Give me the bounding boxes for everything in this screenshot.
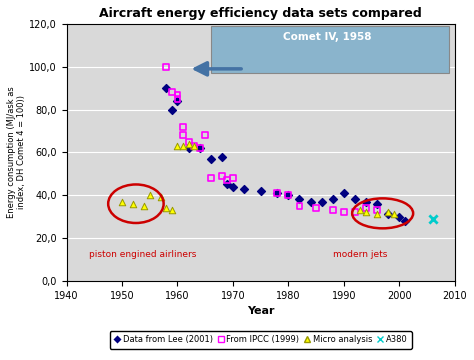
Micro analysis: [185, 141, 192, 147]
Data from Lee (2001): [173, 98, 181, 104]
Data from Lee (2001): [168, 107, 176, 112]
Legend: Data from Lee (2001), From IPCC (1999), Micro analysis, A380: Data from Lee (2001), From IPCC (1999), …: [110, 331, 411, 348]
Data from Lee (2001): [307, 199, 314, 204]
From IPCC (1999): [351, 210, 359, 215]
Data from Lee (2001): [384, 212, 392, 217]
Micro analysis: [191, 143, 198, 149]
Micro analysis: [179, 143, 187, 149]
Micro analysis: [384, 210, 392, 215]
From IPCC (1999): [312, 205, 320, 211]
Data from Lee (2001): [284, 192, 292, 198]
Micro analysis: [157, 194, 164, 200]
Title: Aircraft energy efficiency data sets compared: Aircraft energy efficiency data sets com…: [99, 7, 422, 20]
From IPCC (1999): [329, 207, 337, 213]
Text: Comet IV, 1958: Comet IV, 1958: [283, 32, 371, 42]
Micro analysis: [163, 205, 170, 211]
Micro analysis: [390, 212, 398, 217]
Micro analysis: [173, 143, 181, 149]
From IPCC (1999): [163, 64, 170, 69]
From IPCC (1999): [191, 143, 198, 149]
Data from Lee (2001): [318, 199, 326, 204]
Data from Lee (2001): [163, 85, 170, 91]
A380: [429, 216, 437, 222]
From IPCC (1999): [179, 132, 187, 138]
Data from Lee (2001): [374, 201, 381, 207]
From IPCC (1999): [362, 205, 370, 211]
Data from Lee (2001): [329, 197, 337, 202]
Micro analysis: [146, 192, 154, 198]
From IPCC (1999): [224, 177, 231, 183]
Micro analysis: [374, 212, 381, 217]
From IPCC (1999): [179, 124, 187, 130]
Data from Lee (2001): [395, 214, 403, 220]
Data from Lee (2001): [196, 145, 203, 151]
From IPCC (1999): [207, 175, 215, 181]
From IPCC (1999): [173, 92, 181, 98]
Data from Lee (2001): [185, 145, 192, 151]
From IPCC (1999): [229, 175, 237, 181]
Data from Lee (2001): [240, 186, 248, 192]
Y-axis label: Energy consumption (MJ/ask as
index, DH Comet 4 = 100)): Energy consumption (MJ/ask as index, DH …: [7, 86, 27, 218]
Micro analysis: [140, 203, 148, 209]
Micro analysis: [118, 199, 126, 204]
Micro analysis: [362, 210, 370, 215]
Data from Lee (2001): [362, 199, 370, 204]
From IPCC (1999): [340, 210, 347, 215]
From IPCC (1999): [196, 145, 203, 151]
Data from Lee (2001): [207, 156, 215, 162]
From IPCC (1999): [284, 192, 292, 198]
Micro analysis: [168, 207, 176, 213]
Data from Lee (2001): [351, 197, 359, 202]
From IPCC (1999): [168, 90, 176, 95]
From IPCC (1999): [273, 190, 281, 196]
Data from Lee (2001): [229, 184, 237, 189]
Micro analysis: [129, 201, 137, 207]
Data from Lee (2001): [224, 181, 231, 187]
From IPCC (1999): [173, 96, 181, 102]
Data from Lee (2001): [401, 218, 409, 224]
Text: modern jets: modern jets: [333, 251, 387, 260]
Text: piston engined airliners: piston engined airliners: [89, 251, 196, 260]
Data from Lee (2001): [273, 190, 281, 196]
From IPCC (1999): [185, 139, 192, 144]
X-axis label: Year: Year: [247, 306, 274, 316]
From IPCC (1999): [296, 203, 303, 209]
Bar: [211, 26, 449, 73]
From IPCC (1999): [201, 132, 209, 138]
From IPCC (1999): [374, 207, 381, 213]
Data from Lee (2001): [296, 197, 303, 202]
Data from Lee (2001): [340, 190, 347, 196]
Micro analysis: [357, 207, 365, 213]
Data from Lee (2001): [218, 154, 226, 159]
From IPCC (1999): [218, 173, 226, 179]
Data from Lee (2001): [257, 188, 264, 194]
